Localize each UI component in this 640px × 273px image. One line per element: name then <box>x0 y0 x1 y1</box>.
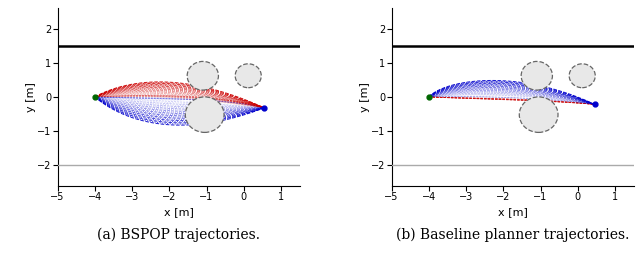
Text: (b) Baseline planner trajectories.: (b) Baseline planner trajectories. <box>396 228 629 242</box>
Circle shape <box>236 64 261 88</box>
Circle shape <box>519 97 558 132</box>
Circle shape <box>569 64 595 88</box>
Text: (a) BSPOP trajectories.: (a) BSPOP trajectories. <box>97 228 260 242</box>
X-axis label: x [m]: x [m] <box>164 207 193 218</box>
Circle shape <box>521 61 552 90</box>
Y-axis label: y [m]: y [m] <box>26 82 36 112</box>
Y-axis label: y [m]: y [m] <box>360 82 369 112</box>
Circle shape <box>186 97 224 132</box>
X-axis label: x [m]: x [m] <box>498 207 527 218</box>
Circle shape <box>187 61 218 90</box>
